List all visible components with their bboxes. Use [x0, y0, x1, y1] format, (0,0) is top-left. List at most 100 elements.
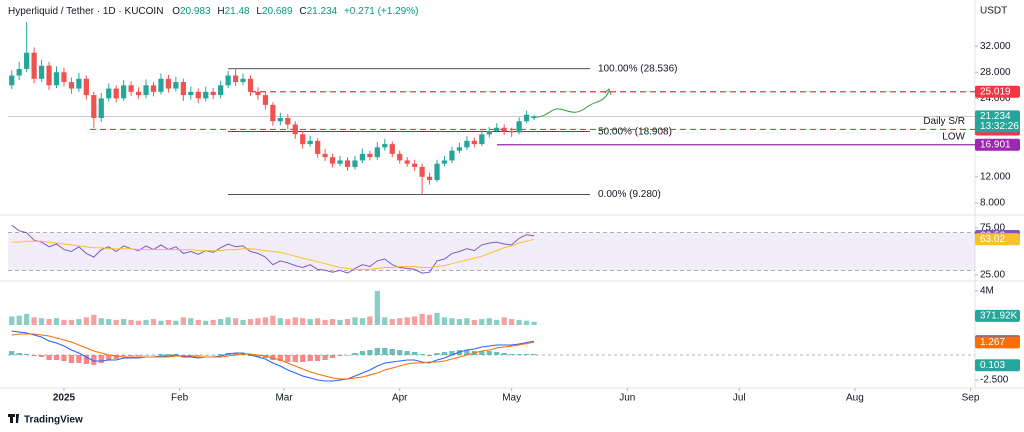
volume-bar	[382, 317, 388, 325]
volume-bar	[83, 317, 89, 325]
histogram-bar	[9, 351, 15, 355]
candle-body	[16, 68, 22, 76]
histogram-bar	[494, 352, 500, 355]
candle-body	[165, 78, 172, 89]
volume-bar	[135, 320, 142, 325]
candle-body	[113, 88, 119, 99]
low-prefix: L	[256, 6, 262, 17]
candle-body	[98, 98, 104, 118]
volume-bar	[9, 316, 15, 325]
rsi-band	[8, 232, 975, 271]
y-tick-label: 25.00	[980, 270, 1005, 281]
histogram-bar	[531, 353, 537, 355]
histogram-bar	[523, 354, 530, 355]
fib-label: 100.00% (28.536)	[598, 63, 678, 74]
candle-body	[91, 95, 97, 118]
histogram-bar	[292, 355, 298, 362]
candle-body	[106, 88, 112, 99]
candle-body	[344, 160, 351, 167]
histogram-bar	[397, 350, 403, 355]
candle-body	[523, 114, 530, 122]
candle-body	[285, 117, 291, 125]
x-tick-label: Jul	[733, 393, 746, 404]
x-tick-label: Feb	[171, 393, 189, 404]
volume-bar	[91, 314, 97, 325]
candle-body	[68, 82, 75, 89]
candle-body	[232, 75, 239, 83]
candle-body	[374, 147, 380, 158]
series-line	[11, 333, 535, 380]
histogram-bar	[315, 355, 321, 361]
candle-body	[24, 52, 30, 69]
volume-bar	[188, 318, 194, 325]
candle-body	[143, 85, 149, 96]
histogram-bar	[91, 355, 97, 365]
symbol: Hyperliquid / Tether · 1D · KUCOIN	[8, 6, 163, 17]
series-line	[11, 330, 535, 382]
histogram-bar	[277, 355, 283, 361]
candle-body	[404, 160, 410, 164]
logo-mark	[8, 414, 19, 423]
volume-bar	[389, 319, 395, 325]
volume-bar	[531, 321, 537, 325]
candle-body	[501, 127, 507, 132]
volume-bar	[509, 319, 515, 325]
histogram-bar	[121, 355, 127, 356]
x-tick-label: Sep	[962, 393, 980, 404]
high-value: 21.48	[225, 6, 250, 17]
candle-body	[441, 160, 448, 164]
histogram-bar	[501, 353, 507, 355]
volume-bar	[501, 317, 507, 325]
candle-body	[76, 78, 82, 89]
histogram-bar	[344, 355, 351, 356]
candle-body	[397, 153, 403, 161]
histogram-bar	[24, 354, 30, 355]
volume-bar	[98, 318, 104, 325]
candle-body	[210, 91, 216, 96]
candle-body	[531, 116, 537, 119]
low-value: 20.689	[262, 6, 293, 17]
candle-body	[61, 72, 67, 83]
volume-bar	[337, 319, 343, 325]
volume-bar	[195, 319, 201, 325]
volume-bar	[225, 317, 231, 325]
histogram-bar	[337, 355, 343, 356]
candle-body	[352, 160, 358, 167]
candle-body	[322, 153, 328, 158]
y-tick-label: 28.000	[980, 67, 1011, 78]
volume-bar	[31, 317, 37, 325]
x-tick-label: Apr	[392, 393, 408, 404]
candle-body	[300, 134, 306, 145]
histogram-bar	[61, 355, 67, 361]
volume-bar	[165, 319, 172, 325]
volume-bar	[76, 319, 82, 325]
volume-badge-bg	[975, 309, 1020, 322]
histogram-bar	[143, 355, 149, 356]
volume-bar	[218, 319, 224, 325]
candle-body	[262, 95, 269, 105]
countdown: 13:32:26	[980, 121, 1019, 132]
volume-bar	[173, 320, 179, 325]
histogram-bar	[322, 355, 328, 360]
candle-body	[225, 75, 231, 86]
histogram-bar	[53, 355, 60, 360]
candle-body	[83, 78, 89, 96]
histogram-bar	[486, 351, 492, 355]
x-tick-label: Aug	[846, 393, 864, 404]
histogram-bar	[128, 355, 134, 356]
candle-body	[419, 166, 425, 177]
candle-body	[486, 131, 492, 135]
volume-bar	[367, 316, 373, 325]
brand: TradingView	[24, 415, 83, 426]
volume-bar	[150, 319, 157, 325]
histogram-bar	[359, 351, 366, 355]
histogram-bar	[98, 355, 104, 363]
open-value: 20.983	[180, 6, 211, 17]
volume-bar	[121, 319, 127, 325]
volume-bar	[449, 318, 455, 325]
x-tick-label: Mar	[275, 393, 293, 404]
volume-bar	[180, 317, 186, 325]
volume-bar	[158, 320, 164, 325]
fib-label: 0.00% (9.280)	[598, 189, 661, 200]
